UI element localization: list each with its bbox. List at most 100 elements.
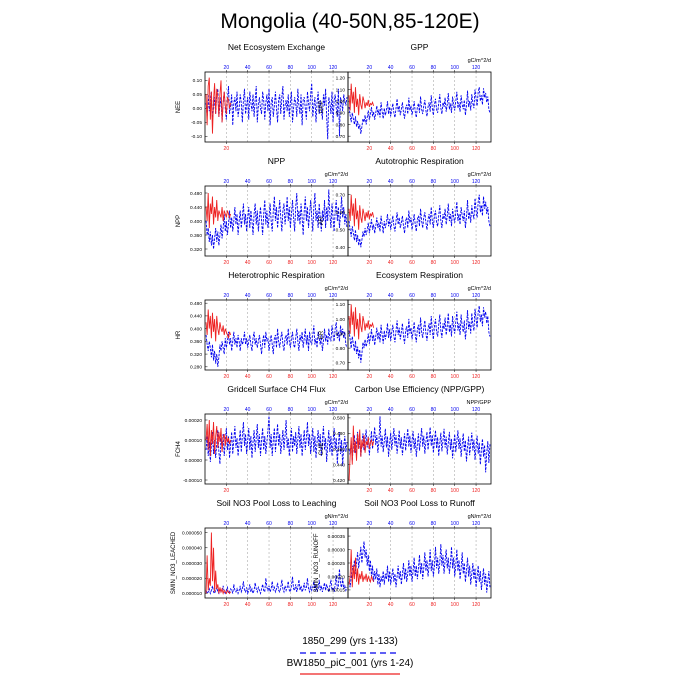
y-tick-label: 0.70 <box>336 193 346 199</box>
panel-title: Soil NO3 Pool Loss to Runoff <box>364 498 475 508</box>
y-axis-label: SMIN_NO3_RUNOFF <box>314 533 320 592</box>
bottom-tick-label: 20 <box>224 260 230 266</box>
bottom-tick-label: 120 <box>472 260 481 266</box>
top-tick-label: 40 <box>388 407 394 413</box>
bottom-tick-label: 100 <box>308 374 317 380</box>
series-BW1850_piC_001-line <box>205 192 232 229</box>
top-tick-label: 80 <box>288 293 294 299</box>
y-tick-label: 1.20 <box>336 76 346 82</box>
y-tick-label: 0.90 <box>336 331 346 337</box>
y-tick-label: 0.000040 <box>182 546 202 552</box>
chart-panel-8: NPP/GPP 20 40 60 80 100 120 20 40 60 80 100 120 0.500… <box>319 400 492 494</box>
bottom-tick-label: 80 <box>431 488 437 494</box>
top-tick-label: 80 <box>431 179 437 185</box>
series-1850_299-line <box>205 322 348 367</box>
y-tick-label: -0.00010 <box>183 478 202 484</box>
y-tick-label: 0.000050 <box>182 530 202 536</box>
bottom-tick-label: 80 <box>431 260 437 266</box>
top-tick-label: 100 <box>451 407 460 413</box>
bottom-tick-label: 120 <box>472 488 481 494</box>
bottom-tick-label: 20 <box>367 602 373 608</box>
bottom-tick-label: 100 <box>451 602 460 608</box>
y-tick-label: 0.80 <box>336 346 346 352</box>
top-tick-label: 60 <box>409 65 415 71</box>
panel-title: Heterotrophic Respiration <box>228 270 325 280</box>
bottom-tick-label: 20 <box>224 374 230 380</box>
series-BW1850_piC_001-line <box>205 309 232 342</box>
bottom-tick-label: 60 <box>409 374 415 380</box>
y-tick-label: 0.320 <box>190 247 202 253</box>
series-BW1850_piC_001-line <box>348 549 375 588</box>
top-tick-label: 100 <box>451 179 460 185</box>
series-BW1850_piC_001-line <box>348 194 375 230</box>
y-tick-label: -0.10 <box>191 134 202 140</box>
bottom-tick-label: 120 <box>472 602 481 608</box>
top-tick-label: 60 <box>266 65 272 71</box>
top-tick-label: 80 <box>431 521 437 527</box>
y-axis-label: CUE <box>319 443 325 456</box>
y-tick-label: 0.460 <box>333 447 345 453</box>
bottom-tick-label: 80 <box>288 260 294 266</box>
top-tick-label: 120 <box>472 65 481 71</box>
y-tick-label: 0.360 <box>190 233 202 239</box>
top-tick-label: 120 <box>329 179 338 185</box>
bottom-tick-label: 40 <box>245 602 251 608</box>
bottom-tick-label: 100 <box>451 374 460 380</box>
bottom-tick-label: 120 <box>329 260 338 266</box>
series-1850_299-line <box>348 541 491 593</box>
bottom-tick-label: 40 <box>245 374 251 380</box>
series-1850_299-line <box>205 569 348 596</box>
top-tick-label: 80 <box>288 179 294 185</box>
units-label: gC/m^2/d <box>468 286 491 292</box>
top-tick-label: 100 <box>308 179 317 185</box>
panel-title: Gridcell Surface CH4 Flux <box>227 384 326 394</box>
y-tick-label: 0.00 <box>193 106 203 112</box>
legend-series2-swatch <box>300 673 400 675</box>
top-tick-label: 120 <box>329 521 338 527</box>
y-tick-label: 0.400 <box>190 219 202 225</box>
top-tick-label: 40 <box>245 179 251 185</box>
y-tick-label: 0.360 <box>190 339 202 345</box>
bottom-tick-label: 20 <box>367 260 373 266</box>
chart-panel-4: gC/m^2/d 20 40 60 80 100 120 20 40 60 80 100 120 0.70… <box>319 172 492 266</box>
units-label: gC/m^2/d <box>468 58 491 64</box>
y-tick-label: 0.50 <box>336 228 346 234</box>
bottom-tick-label: 60 <box>409 488 415 494</box>
legend-series1-label: 1850_299 (yrs 1-133) <box>302 636 398 647</box>
series-1850_299-line <box>205 83 348 140</box>
y-tick-label: 0.440 <box>333 462 345 468</box>
bottom-tick-label: 20 <box>224 146 230 152</box>
legend-series1-swatch <box>300 652 400 654</box>
top-tick-label: 80 <box>431 407 437 413</box>
top-tick-label: 80 <box>288 521 294 527</box>
bottom-tick-label: 100 <box>451 260 460 266</box>
bottom-tick-label: 80 <box>431 602 437 608</box>
y-tick-label: 0.00025 <box>328 561 346 567</box>
bottom-tick-label: 80 <box>288 602 294 608</box>
panel-title: Autotrophic Respiration <box>375 156 464 166</box>
top-tick-label: 100 <box>308 65 317 71</box>
top-tick-label: 40 <box>388 65 394 71</box>
bottom-tick-label: 20 <box>367 146 373 152</box>
top-tick-label: 20 <box>367 407 373 413</box>
bottom-tick-label: 100 <box>451 146 460 152</box>
bottom-tick-label: 120 <box>329 374 338 380</box>
top-tick-label: 120 <box>472 293 481 299</box>
y-tick-label: 0.00000 <box>185 458 203 464</box>
y-tick-label: 0.00020 <box>328 574 346 580</box>
units-label: gN/m^2/d <box>468 514 491 520</box>
series-1850_299-line <box>348 416 491 473</box>
series-BW1850_piC_001-line <box>205 77 232 134</box>
y-tick-label: 0.00030 <box>328 547 346 553</box>
y-tick-label: 0.400 <box>190 326 202 332</box>
series-1850_299-line <box>205 189 348 250</box>
top-tick-label: 100 <box>308 407 317 413</box>
bottom-tick-label: 60 <box>409 602 415 608</box>
panel-title: NPP <box>267 156 286 166</box>
bottom-tick-label: 20 <box>224 602 230 608</box>
top-tick-label: 60 <box>266 179 272 185</box>
top-tick-label: 120 <box>329 407 338 413</box>
bottom-tick-label: 20 <box>224 488 230 494</box>
legend-series2-label: BW1850_piC_001 (yrs 1-24) <box>286 658 414 669</box>
